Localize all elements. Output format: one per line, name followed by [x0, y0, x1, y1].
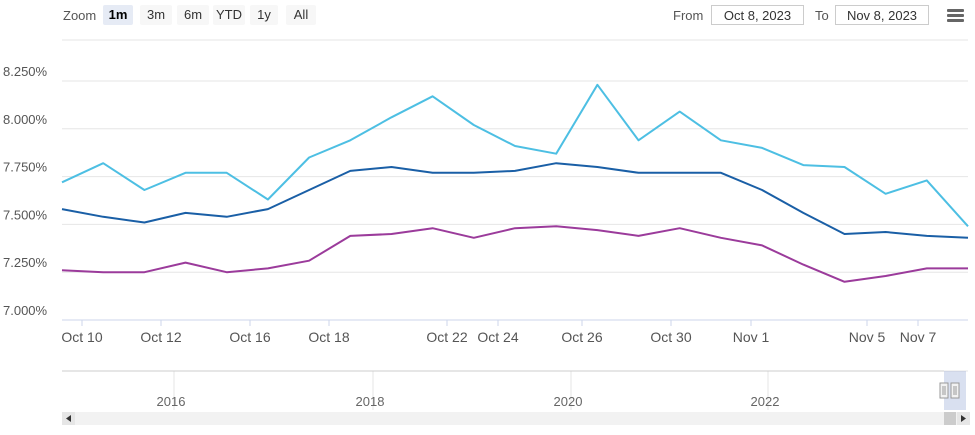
scrollbar-track[interactable]: [62, 412, 970, 425]
y-tick-label: 7.250%: [3, 255, 48, 270]
scroll-right-arrow-icon: [961, 415, 966, 422]
x-tick-label: Nov 7: [900, 329, 937, 345]
navigator-year-label: 2022: [751, 394, 780, 409]
y-tick-label: 7.750%: [3, 160, 48, 175]
x-tick-label: Oct 18: [308, 329, 349, 345]
range-selector-toolbar: Zoom 1m 3m 6m YTD 1y All From Oct 8, 202…: [0, 0, 975, 32]
navigator-year-label: 2016: [157, 394, 186, 409]
to-label: To: [815, 8, 829, 23]
series-line-3: [61, 225, 968, 283]
x-tick-label: Oct 12: [140, 329, 181, 345]
to-date-input[interactable]: Nov 8, 2023: [835, 5, 929, 25]
zoom-button-ytd[interactable]: YTD: [213, 5, 245, 25]
x-tick-label: Oct 10: [61, 329, 102, 345]
x-tick-label: Oct 26: [561, 329, 602, 345]
x-tick-label: Nov 1: [733, 329, 770, 345]
x-tick-label: Oct 16: [229, 329, 270, 345]
zoom-button-all[interactable]: All: [286, 5, 316, 25]
x-axis: Oct 10 Oct 12 Oct 16 Oct 18 Oct 22 Oct 24 Oct …: [61, 319, 968, 345]
from-date-input[interactable]: Oct 8, 2023: [711, 5, 804, 25]
scroll-left-arrow-icon: [66, 415, 71, 422]
navigator-right-handle[interactable]: [950, 382, 960, 399]
zoom-button-3m[interactable]: 3m: [140, 5, 172, 25]
y-tick-label: 8.000%: [3, 112, 48, 127]
y-tick-label: 7.000%: [3, 303, 48, 318]
zoom-button-1m[interactable]: 1m: [103, 5, 133, 25]
navigator-year-label: 2020: [554, 394, 583, 409]
x-tick-label: Oct 24: [477, 329, 518, 345]
chart-series: [61, 83, 969, 283]
navigator[interactable]: 2016 2018 2020 2022: [62, 370, 970, 425]
scrollbar-thumb[interactable]: [944, 412, 956, 425]
hamburger-menu-icon[interactable]: [947, 9, 964, 23]
series-line-2: [61, 162, 969, 239]
zoom-button-1y[interactable]: 1y: [250, 5, 278, 25]
chart-grid: [62, 39, 968, 321]
x-tick-label: Nov 5: [849, 329, 886, 345]
from-label: From: [673, 8, 704, 23]
x-tick-label: Oct 30: [650, 329, 691, 345]
y-axis: 7.000% 7.250% 7.500% 7.750% 8.000% 8.250%: [3, 64, 48, 318]
navigator-year-label: 2018: [356, 394, 385, 409]
series-line-1: [61, 83, 969, 227]
navigator-left-handle[interactable]: [939, 382, 949, 399]
y-tick-label: 7.500%: [3, 207, 48, 222]
y-tick-label: 8.250%: [3, 64, 48, 79]
x-tick-label: Oct 22: [426, 329, 467, 345]
zoom-label: Zoom: [63, 8, 97, 23]
zoom-button-6m[interactable]: 6m: [177, 5, 209, 25]
